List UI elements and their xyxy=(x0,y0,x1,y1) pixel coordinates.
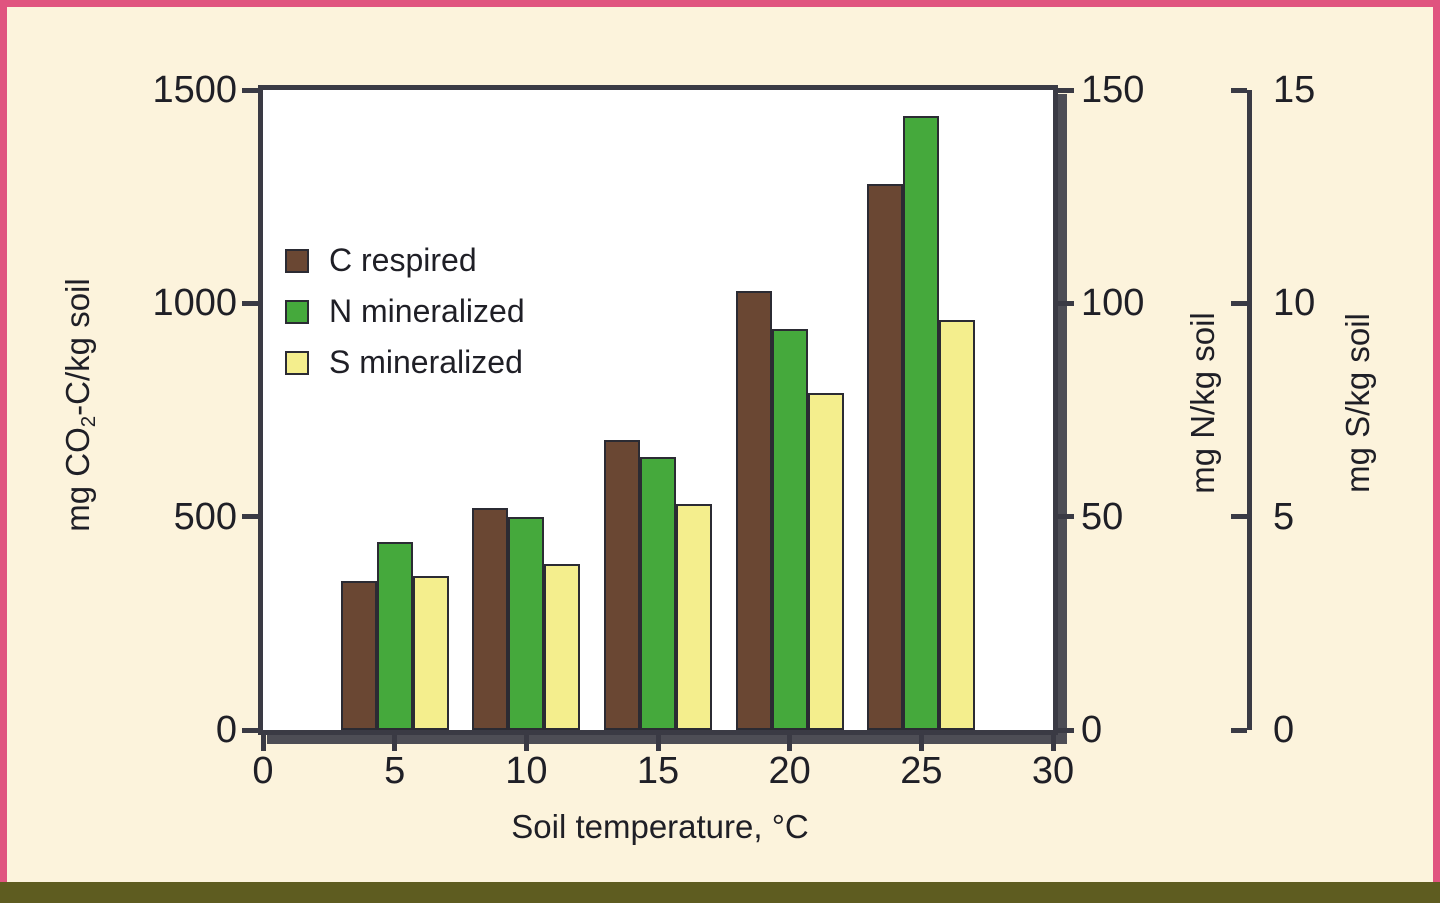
bar-co2-15 xyxy=(604,439,640,730)
legend-item: S mineralized xyxy=(285,344,525,381)
y-axis-label-n: mg N/kg soil xyxy=(1184,312,1221,494)
n-tick xyxy=(1058,87,1074,93)
x-tick-label: 15 xyxy=(636,750,680,792)
y-axis-label-s: mg S/kg soil xyxy=(1339,313,1376,493)
bar-n-15 xyxy=(640,456,676,730)
co2-tick xyxy=(242,727,258,733)
bar-n-25 xyxy=(903,115,940,730)
plot-area: 0 500 1000 1500 0 50 100 150 0 5 10 15 20 25 30 C respi… xyxy=(152,71,1144,790)
x-tick-label: 5 xyxy=(384,750,406,792)
s-axis-line: 0 5 10 15 xyxy=(1231,71,1315,749)
bar-n-10 xyxy=(508,516,545,730)
legend-label: C respired xyxy=(329,242,477,278)
n-tick-label: 50 xyxy=(1081,495,1124,538)
x-axis-label: Soil temperature, °C xyxy=(511,808,809,845)
co2-tick-label: 500 xyxy=(173,495,237,538)
x-tick-label: 0 xyxy=(252,750,274,792)
s-tick xyxy=(1231,727,1247,733)
top-border xyxy=(0,0,1440,7)
bar-s-20 xyxy=(807,392,844,730)
co2-tick xyxy=(242,87,258,93)
co2-tick-label: 0 xyxy=(215,709,237,751)
y-axis-label-co2-pre: mg CO xyxy=(59,427,97,532)
legend-swatch xyxy=(285,248,309,273)
bar-s-10 xyxy=(544,563,581,730)
x-tick xyxy=(918,735,924,751)
legend-swatch xyxy=(285,299,309,324)
x-tick xyxy=(260,735,266,751)
bar-n-20 xyxy=(771,328,808,730)
x-tick-label: 25 xyxy=(900,750,943,792)
x-tick xyxy=(1050,735,1056,751)
legend-item: C respired xyxy=(285,242,525,279)
s-tick xyxy=(1231,300,1247,306)
co2-tick-label: 1500 xyxy=(152,69,237,111)
s-tick-label: 15 xyxy=(1273,69,1316,111)
legend: C respired N mineralized S mineralized xyxy=(285,242,525,381)
legend-label: N mineralized xyxy=(329,293,525,329)
s-tick-label: 5 xyxy=(1273,495,1295,538)
n-tick-label: 100 xyxy=(1081,282,1145,325)
legend-item: N mineralized xyxy=(285,293,525,330)
bar-co2-20 xyxy=(735,290,772,730)
bar-s-5 xyxy=(412,576,449,730)
bottom-white-strip xyxy=(0,903,1440,907)
y-axis-label-co2-post: -C/kg soil xyxy=(59,278,97,416)
x-tick-label: 30 xyxy=(1031,750,1075,792)
s-tick-label: 10 xyxy=(1273,282,1316,325)
legend-label: S mineralized xyxy=(329,344,523,380)
bar-co2-5 xyxy=(340,580,377,730)
co2-tick xyxy=(242,300,258,306)
bar-s-15 xyxy=(676,503,712,730)
left-border xyxy=(0,0,7,882)
s-tick xyxy=(1231,514,1247,520)
y-axis-label-co2: mg CO2-C/kg soil xyxy=(59,278,101,531)
n-tick-label: 150 xyxy=(1081,69,1145,111)
x-tick xyxy=(392,735,398,751)
right-border xyxy=(1433,0,1440,882)
x-tick xyxy=(523,735,529,751)
legend-swatch xyxy=(285,350,309,375)
s-tick xyxy=(1231,87,1247,93)
bar-co2-25 xyxy=(867,183,904,730)
s-tick-label: 0 xyxy=(1273,709,1295,751)
x-tick xyxy=(655,735,661,751)
n-tick xyxy=(1058,300,1074,306)
x-tick-label: 10 xyxy=(505,750,548,792)
co2-tick-label: 1000 xyxy=(152,282,237,325)
co2-tick xyxy=(242,514,258,520)
x-tick-label: 20 xyxy=(768,750,811,792)
y-axis-label-co2-sub: 2 xyxy=(76,415,100,428)
n-tick-label: 0 xyxy=(1081,709,1103,751)
bar-s-25 xyxy=(939,320,976,730)
x-tick xyxy=(787,735,793,751)
n-tick xyxy=(1058,514,1074,520)
n-tick xyxy=(1058,727,1074,733)
bar-co2-10 xyxy=(472,508,509,730)
bar-n-5 xyxy=(376,542,413,730)
bottom-band xyxy=(0,882,1440,903)
